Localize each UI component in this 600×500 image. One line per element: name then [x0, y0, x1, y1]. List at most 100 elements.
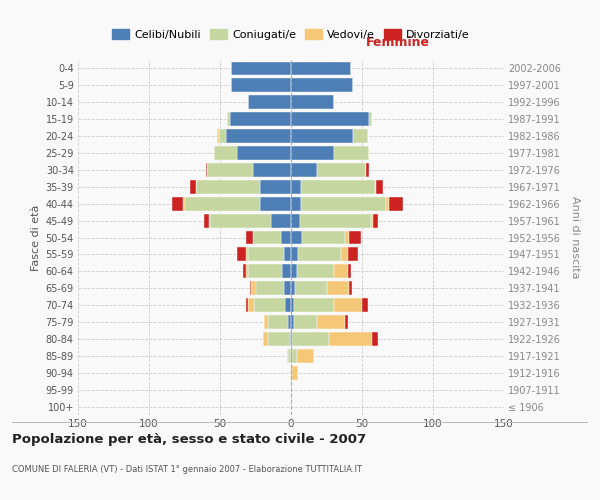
Bar — [291, 248, 298, 262]
Bar — [260, 180, 291, 194]
Bar — [369, 112, 372, 126]
Bar — [185, 197, 260, 210]
Bar — [292, 332, 329, 346]
Bar — [291, 146, 334, 160]
Bar — [298, 248, 341, 262]
Legend: Celibi/Nubili, Coniugati/e, Vedovi/e, Divorziati/e: Celibi/Nubili, Coniugati/e, Vedovi/e, Di… — [108, 24, 474, 44]
Bar — [295, 282, 326, 295]
Bar — [317, 315, 345, 329]
Bar — [230, 112, 291, 126]
Bar — [348, 248, 358, 262]
Bar — [227, 112, 230, 126]
Bar — [218, 129, 226, 143]
Bar — [290, 332, 291, 346]
Bar — [291, 214, 299, 228]
Bar — [210, 214, 271, 228]
Bar — [286, 298, 291, 312]
Bar — [253, 163, 291, 177]
Bar — [326, 282, 349, 295]
Bar — [245, 298, 248, 312]
Bar — [302, 230, 345, 244]
Bar — [291, 197, 301, 210]
Bar — [376, 180, 383, 194]
Bar — [292, 366, 298, 380]
Bar — [284, 282, 291, 295]
Bar — [243, 264, 245, 278]
Bar — [205, 214, 209, 228]
Bar — [268, 315, 288, 329]
Bar — [288, 349, 291, 363]
Bar — [206, 163, 207, 177]
Bar — [291, 315, 294, 329]
Bar — [172, 197, 183, 210]
Bar — [317, 163, 366, 177]
Bar — [196, 180, 260, 194]
Bar — [245, 248, 248, 262]
Bar — [248, 96, 291, 109]
Bar — [371, 214, 373, 228]
Bar — [291, 230, 302, 244]
Bar — [291, 62, 350, 76]
Bar — [214, 146, 237, 160]
Bar — [345, 315, 348, 329]
Bar — [264, 315, 268, 329]
Text: COMUNE DI FALERIA (VT) - Dati ISTAT 1° gennaio 2007 - Elaborazione TUTTITALIA.IT: COMUNE DI FALERIA (VT) - Dati ISTAT 1° g… — [12, 465, 362, 474]
Bar — [345, 230, 349, 244]
Bar — [256, 282, 284, 295]
Bar — [292, 349, 296, 363]
Bar — [268, 332, 290, 346]
Bar — [362, 298, 368, 312]
Bar — [251, 282, 256, 295]
Bar — [291, 112, 369, 126]
Text: Popolazione per età, sesso e stato civile - 2007: Popolazione per età, sesso e stato civil… — [12, 432, 366, 446]
Bar — [389, 197, 403, 210]
Bar — [299, 214, 371, 228]
Bar — [334, 264, 348, 278]
Bar — [353, 129, 368, 143]
Bar — [291, 96, 334, 109]
Bar — [281, 230, 291, 244]
Bar — [245, 230, 253, 244]
Bar — [291, 180, 301, 194]
Bar — [291, 129, 353, 143]
Bar — [232, 62, 291, 76]
Bar — [226, 129, 291, 143]
Bar — [253, 230, 281, 244]
Bar — [291, 282, 295, 295]
Bar — [283, 264, 291, 278]
Bar — [248, 248, 284, 262]
Bar — [348, 264, 350, 278]
Bar — [296, 264, 334, 278]
Bar — [334, 146, 369, 160]
Bar — [366, 163, 369, 177]
Bar — [254, 298, 286, 312]
Bar — [263, 332, 268, 346]
Bar — [291, 332, 292, 346]
Bar — [232, 78, 291, 92]
Bar — [291, 366, 292, 380]
Bar — [237, 248, 245, 262]
Bar — [291, 264, 296, 278]
Y-axis label: Anni di nascita: Anni di nascita — [571, 196, 580, 279]
Bar — [248, 298, 254, 312]
Bar — [341, 248, 348, 262]
Bar — [271, 214, 291, 228]
Bar — [291, 298, 294, 312]
Bar — [301, 197, 386, 210]
Bar — [296, 349, 314, 363]
Bar — [217, 129, 218, 143]
Y-axis label: Fasce di età: Fasce di età — [31, 204, 41, 270]
Bar — [287, 349, 288, 363]
Bar — [209, 214, 210, 228]
Bar — [237, 146, 291, 160]
Bar — [291, 78, 353, 92]
Bar — [183, 197, 185, 210]
Bar — [373, 214, 377, 228]
Text: Femmine: Femmine — [365, 36, 430, 50]
Bar — [250, 282, 251, 295]
Bar — [349, 282, 352, 295]
Bar — [245, 264, 248, 278]
Bar — [349, 230, 361, 244]
Bar — [248, 264, 283, 278]
Bar — [291, 163, 317, 177]
